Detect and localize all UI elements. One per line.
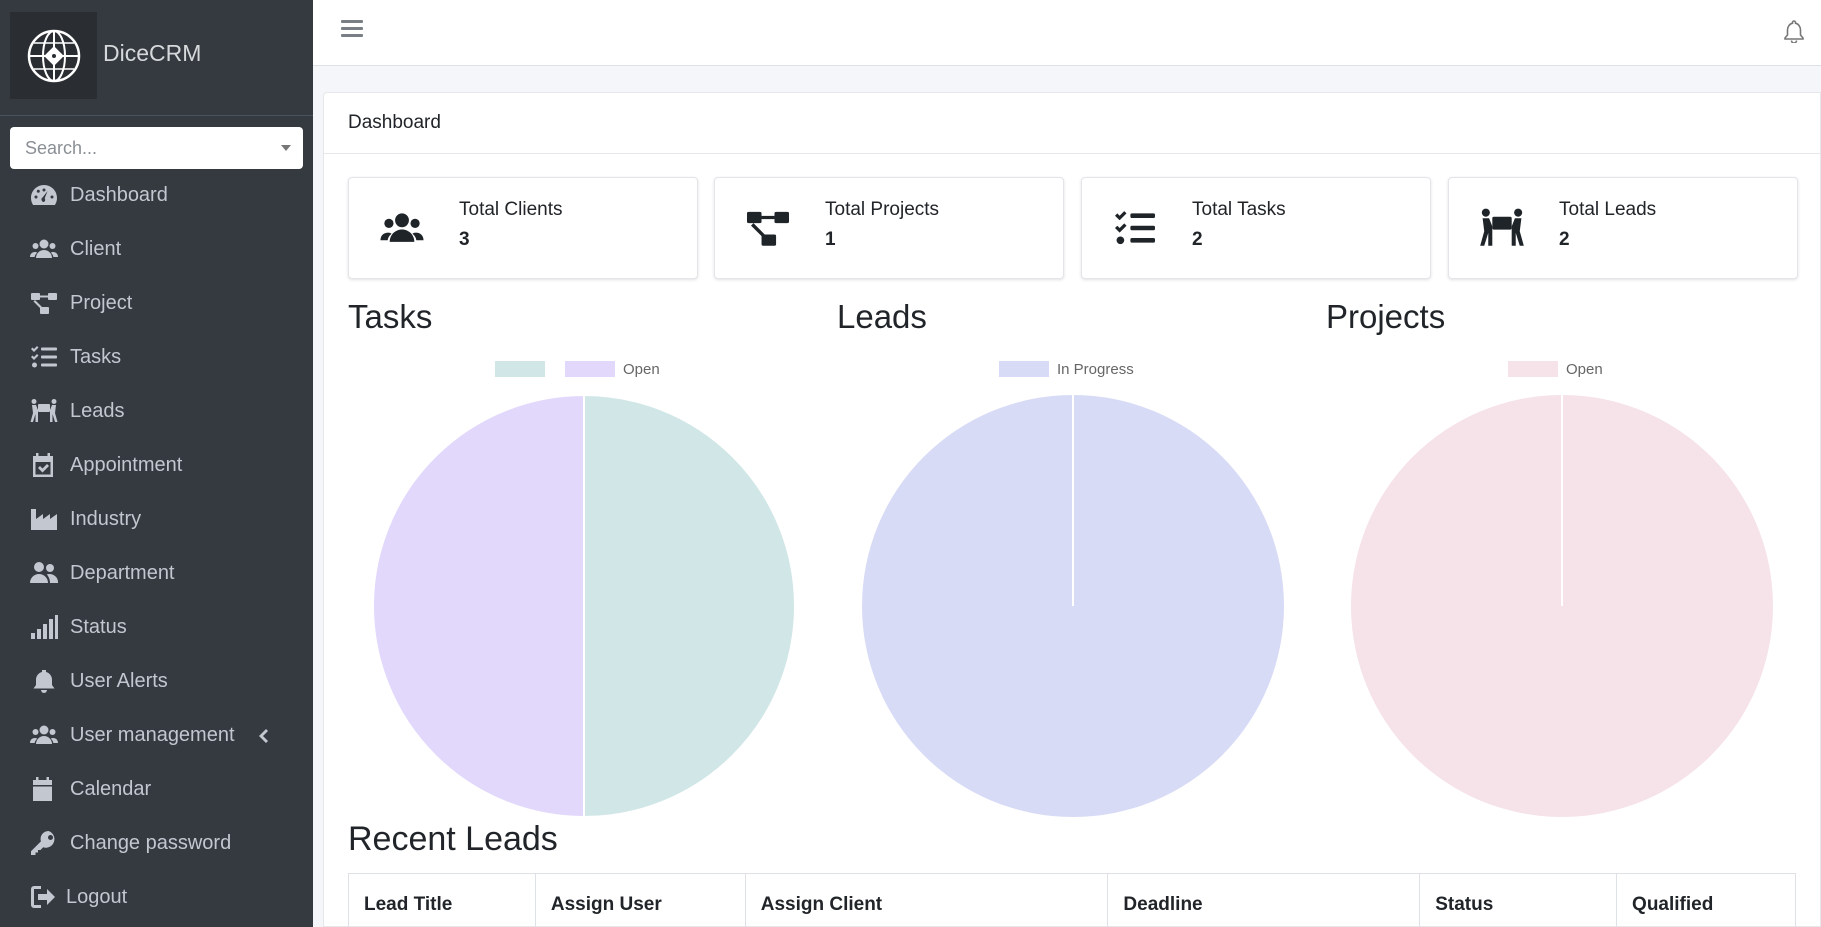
sidebar-item-logout[interactable]: Logout [0,875,313,919]
calendar-icon [30,775,62,803]
column-header-lead-title[interactable]: Lead Title [348,873,536,927]
sidebar-search[interactable] [10,127,303,169]
sidebar-item-label: Status [70,615,127,638]
bell-icon [30,667,62,695]
hamburger-menu-icon[interactable] [341,20,363,40]
project-diagram-icon [739,205,797,251]
column-header-status[interactable]: Status [1419,873,1618,927]
people-carry-icon [30,397,62,425]
sidebar-item-label: Client [70,237,122,260]
user-friends-icon [30,559,62,587]
tasks-list-icon [30,343,62,371]
stat-total-tasks[interactable]: Total Tasks 2 [1081,177,1431,279]
recent-leads-table: Lead Title Assign User Assign Client Dea… [348,873,1796,927]
stat-value: 3 [459,229,470,250]
pie-slice[interactable] [583,393,796,819]
brand-logo [10,12,97,99]
sidebar-item-label: Change password [70,831,232,854]
chevron-down-icon[interactable] [281,145,291,151]
stat-total-clients[interactable]: Total Clients 3 [348,177,698,279]
brand[interactable]: DiceCRM [0,0,313,116]
projects-chart-legend: Open [1508,360,1603,378]
sidebar-item-label: Calendar [70,777,152,800]
project-diagram-icon [30,289,62,317]
sidebar-item-leads[interactable]: Leads [0,389,313,433]
legend-label[interactable]: Open [1566,360,1603,378]
brand-name: DiceCRM [103,40,202,66]
sidebar-item-project[interactable]: Project [0,281,313,325]
tasks-chart-legend: Open [495,360,660,378]
stat-value: 2 [1192,229,1203,250]
sidebar-item-user-alerts[interactable]: User Alerts [0,659,313,703]
sidebar-item-status[interactable]: Status [0,605,313,649]
stat-total-projects[interactable]: Total Projects 1 [714,177,1064,279]
notification-bell-icon[interactable] [1783,19,1805,48]
sidebar-item-label: Leads [70,399,125,422]
sidebar-item-tasks[interactable]: Tasks [0,335,313,379]
column-header-deadline[interactable]: Deadline [1107,873,1421,927]
sidebar: DiceCRM Dashboard Client Project Tasks L… [0,0,313,927]
chevron-left-icon[interactable] [257,727,269,750]
tasks-list-icon [1106,205,1164,251]
sidebar-item-label: Department [70,561,175,584]
projects-chart-title: Projects [1326,298,1446,335]
stat-label: Total Leads [1559,199,1657,220]
legend-swatch[interactable] [1508,361,1558,377]
column-header-assign-user[interactable]: Assign User [534,873,746,927]
globe-dice-icon [27,29,80,82]
column-header-assign-client[interactable]: Assign Client [744,873,1109,927]
sidebar-item-user-management[interactable]: User management [0,713,313,757]
recent-leads-title: Recent Leads [348,820,558,858]
sidebar-item-calendar[interactable]: Calendar [0,767,313,811]
top-navbar [313,0,1821,66]
sidebar-item-label: User Alerts [70,669,168,692]
users-icon [30,721,62,749]
stat-label: Total Clients [459,199,563,220]
signal-icon [30,613,62,641]
sidebar-item-label: User management [70,723,235,746]
users-icon [373,205,431,251]
sidebar-item-dashboard[interactable]: Dashboard [0,173,313,217]
search-input[interactable] [10,127,303,169]
calendar-check-icon [30,451,62,479]
table-header-row: Lead Title Assign User Assign Client Dea… [348,873,1796,927]
column-header-qualified[interactable]: Qualified [1616,873,1796,927]
tachometer-icon [30,181,62,209]
stat-total-leads[interactable]: Total Leads 2 [1448,177,1798,279]
leads-pie-chart [862,395,1284,817]
tasks-pie-chart [372,393,796,819]
sidebar-item-label: Project [70,291,133,314]
card-header: Dashboard [324,93,1820,154]
legend-swatch[interactable] [565,361,615,377]
page-title: Dashboard [348,112,441,133]
sidebar-item-label: Tasks [70,345,122,368]
stat-value: 2 [1559,229,1570,250]
stat-label: Total Tasks [1192,199,1286,220]
legend-label[interactable]: In Progress [1057,360,1134,378]
sidebar-item-client[interactable]: Client [0,227,313,271]
industry-icon [30,505,62,533]
sidebar-item-department[interactable]: Department [0,551,313,595]
users-icon [30,235,62,263]
sidebar-item-label: Appointment [70,453,183,476]
stat-label: Total Projects [825,199,940,220]
stat-value: 1 [825,229,836,250]
legend-swatch[interactable] [495,361,545,377]
key-icon [30,829,62,857]
sidebar-item-label: Industry [70,507,142,530]
leads-chart-legend: In Progress [999,360,1134,378]
sidebar-item-industry[interactable]: Industry [0,497,313,541]
pie-slice[interactable] [372,393,585,819]
sign-out-icon [30,883,62,911]
leads-chart-title: Leads [837,298,927,335]
legend-label[interactable]: Open [623,360,660,378]
sidebar-item-label: Logout [66,885,128,908]
sidebar-item-appointment[interactable]: Appointment [0,443,313,487]
tasks-chart-title: Tasks [348,298,433,335]
projects-pie-chart [1351,395,1773,817]
people-carry-icon [1473,205,1531,251]
legend-swatch[interactable] [999,361,1049,377]
sidebar-item-label: Dashboard [70,183,168,206]
sidebar-item-change-password[interactable]: Change password [0,821,313,865]
